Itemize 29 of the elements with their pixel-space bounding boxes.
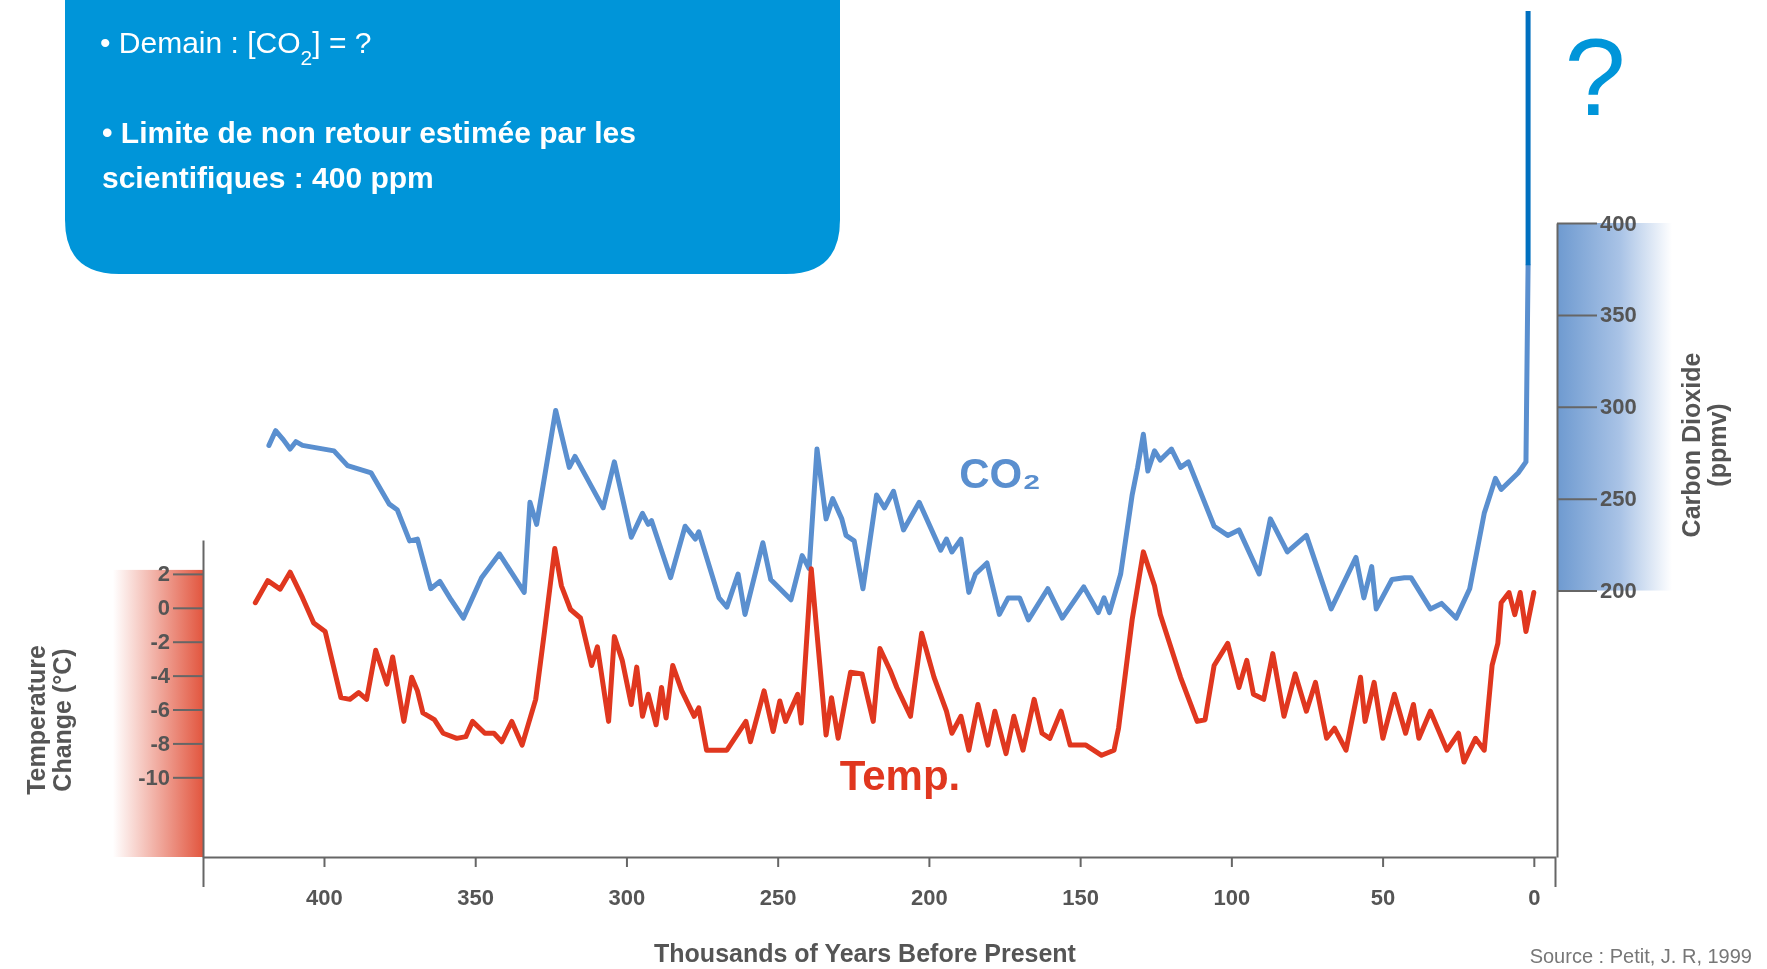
- source-note: Source : Petit, J. R, 1999: [1529, 945, 1752, 967]
- y-tick-label: 0: [157, 595, 170, 621]
- x-tick-label: 50: [1370, 885, 1396, 911]
- series-label: Temp.: [839, 752, 961, 799]
- y2-tick-label: 400: [1600, 210, 1637, 236]
- x-tick-label: 150: [1062, 885, 1099, 911]
- text: • Demain : [CO$_{2}$] = ?: [100, 26, 372, 69]
- y-tick-label: -10: [138, 764, 170, 790]
- x-tick-label: 350: [457, 885, 495, 911]
- y2-tick-label: 300: [1600, 394, 1637, 420]
- text: ?: [1564, 15, 1626, 138]
- y2-tick-label: 200: [1600, 578, 1637, 604]
- x-tick-label: 100: [1213, 885, 1251, 911]
- x-tick-label: 0: [1528, 885, 1541, 911]
- y-tick-label: -6: [150, 697, 170, 723]
- x-tick-label: 200: [911, 885, 948, 911]
- x-tick-label: 300: [608, 885, 646, 911]
- y-axis-title: Temperature Change (°C): [22, 645, 77, 795]
- text: • Limite de non retour estimée par les scientifiques : 400 ppm: [102, 116, 636, 194]
- x-tick-label: 400: [306, 885, 343, 911]
- y2-axis-title: Carbon Dioxide (ppmv): [1677, 352, 1732, 538]
- series-label: CO₂: [959, 450, 1041, 497]
- y2-tick-label: 250: [1600, 486, 1637, 512]
- y2-tick-label: 350: [1600, 302, 1637, 328]
- y-tick-label: -4: [150, 663, 171, 689]
- y-tick-label: -8: [150, 730, 170, 756]
- y-tick-label: -2: [150, 629, 170, 655]
- x-axis-title: Thousands of Years Before Present: [654, 939, 1077, 967]
- x-tick-label: 250: [759, 885, 797, 911]
